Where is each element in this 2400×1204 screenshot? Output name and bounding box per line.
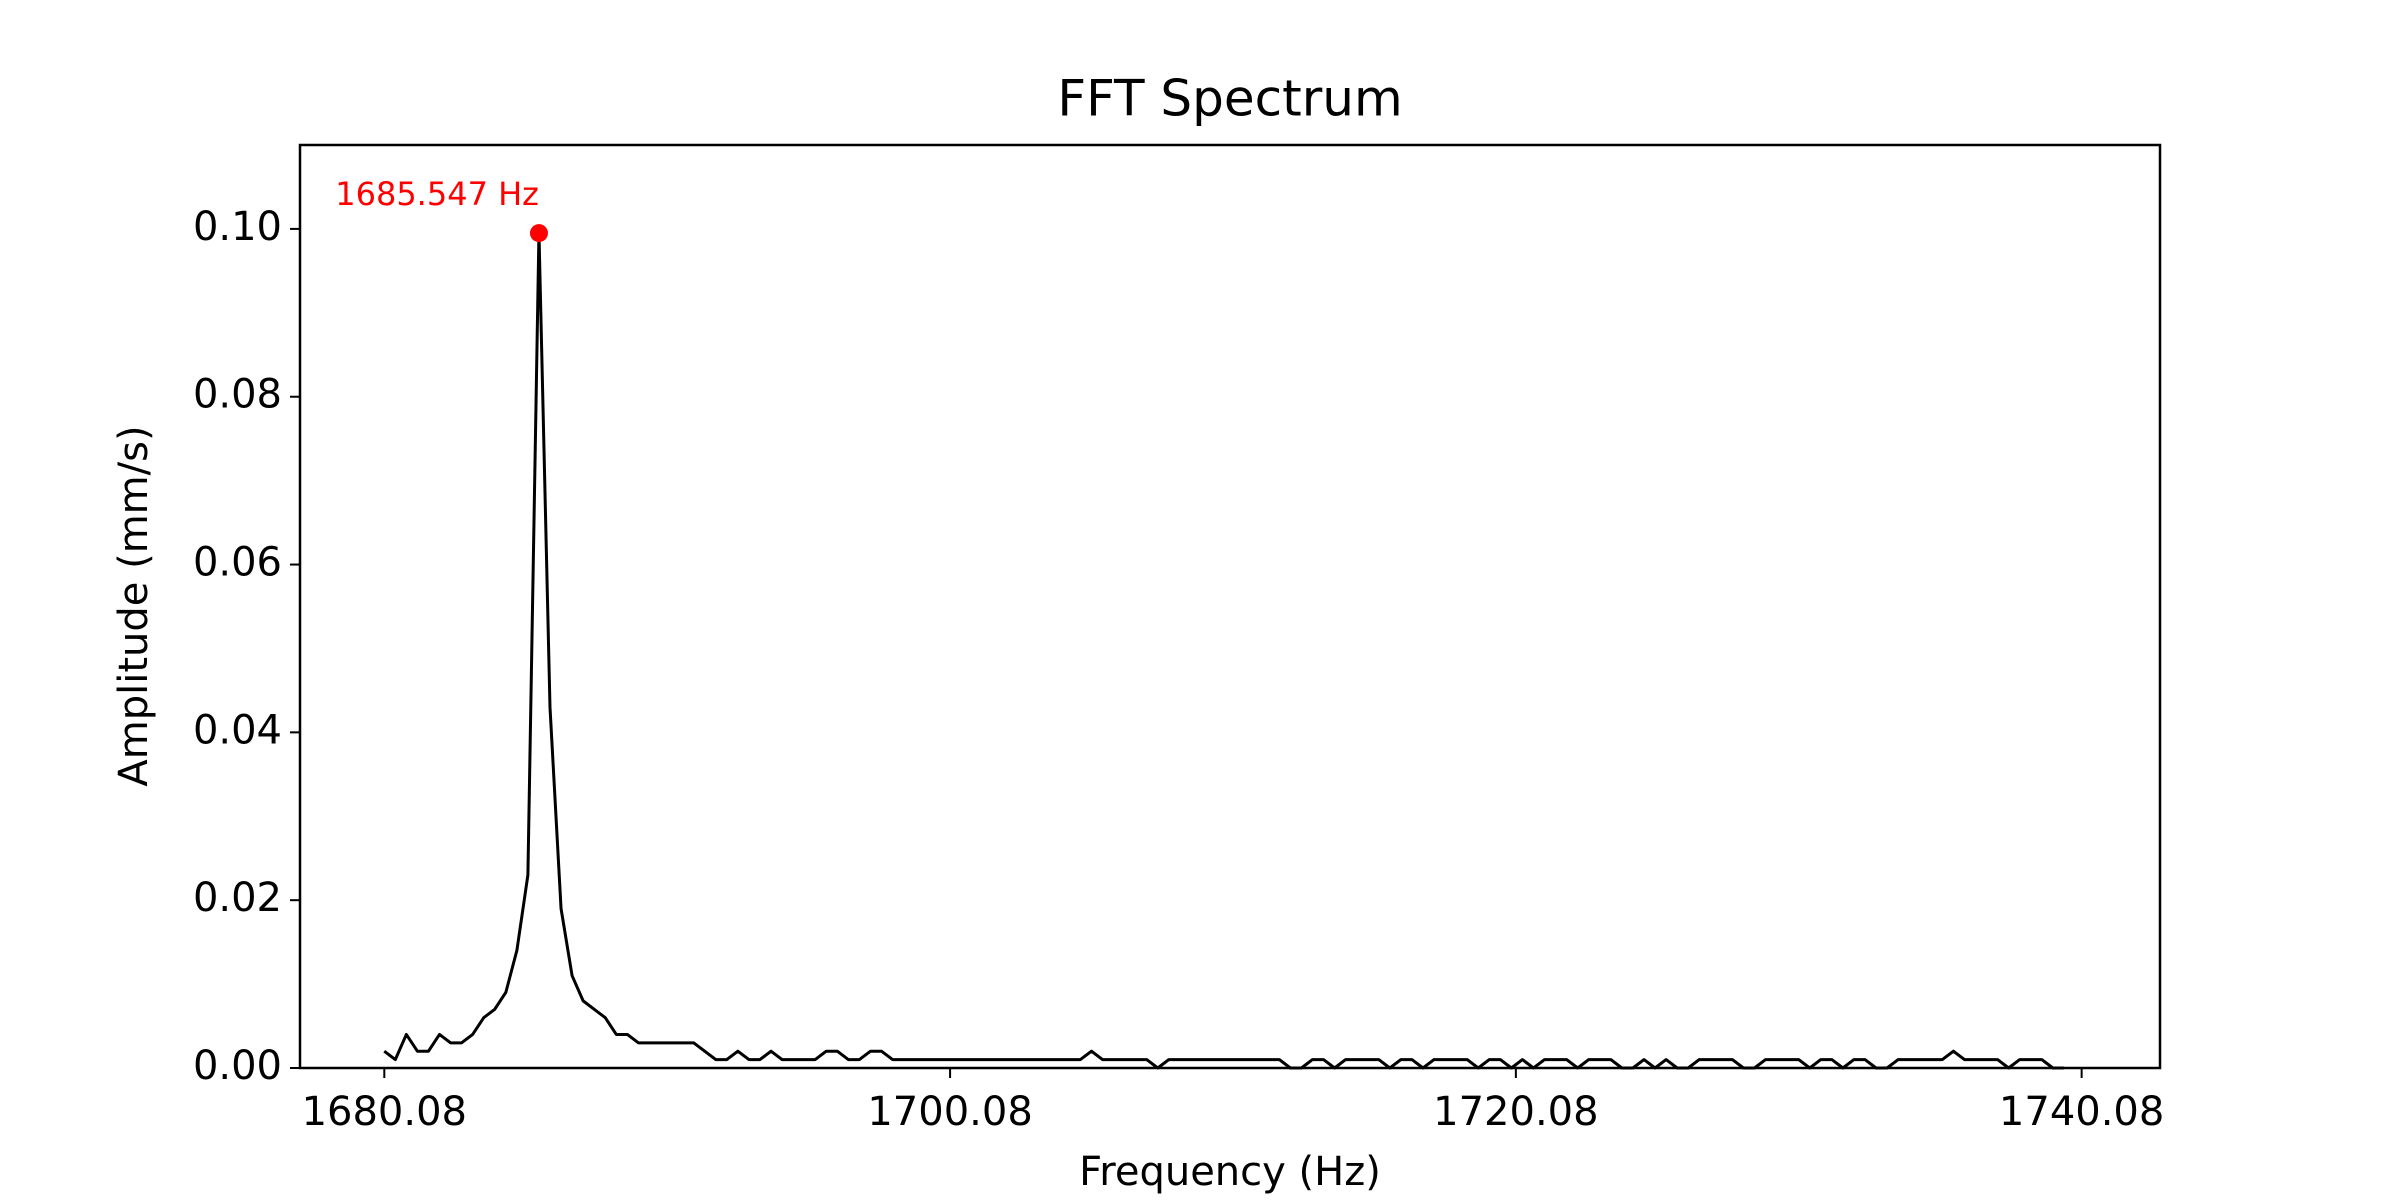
plot-frame <box>298 143 2162 1070</box>
y-tick-label: 0.10 <box>193 204 282 250</box>
y-tick-label: 0.06 <box>193 540 282 586</box>
x-tick-label: 1720.08 <box>1433 1089 1598 1135</box>
x-tick-label: 1700.08 <box>867 1089 1032 1135</box>
x-axis-label: Frequency (Hz) <box>1079 1149 1381 1195</box>
peak-marker <box>529 224 548 243</box>
y-tick-label: 0.02 <box>193 875 282 921</box>
chart-title: FFT Spectrum <box>1057 70 1402 128</box>
y-tick-label: 0.00 <box>193 1043 282 1089</box>
y-tick-label: 0.04 <box>193 707 282 753</box>
x-tick-label: 1740.08 <box>1999 1089 2164 1135</box>
peak-label: 1685.547 Hz <box>335 175 539 213</box>
y-tick-label: 0.08 <box>193 372 282 418</box>
x-tick-label: 1680.08 <box>302 1089 467 1135</box>
y-axis-label: Amplitude (mm/s) <box>111 425 157 786</box>
line-series <box>383 231 2064 1070</box>
